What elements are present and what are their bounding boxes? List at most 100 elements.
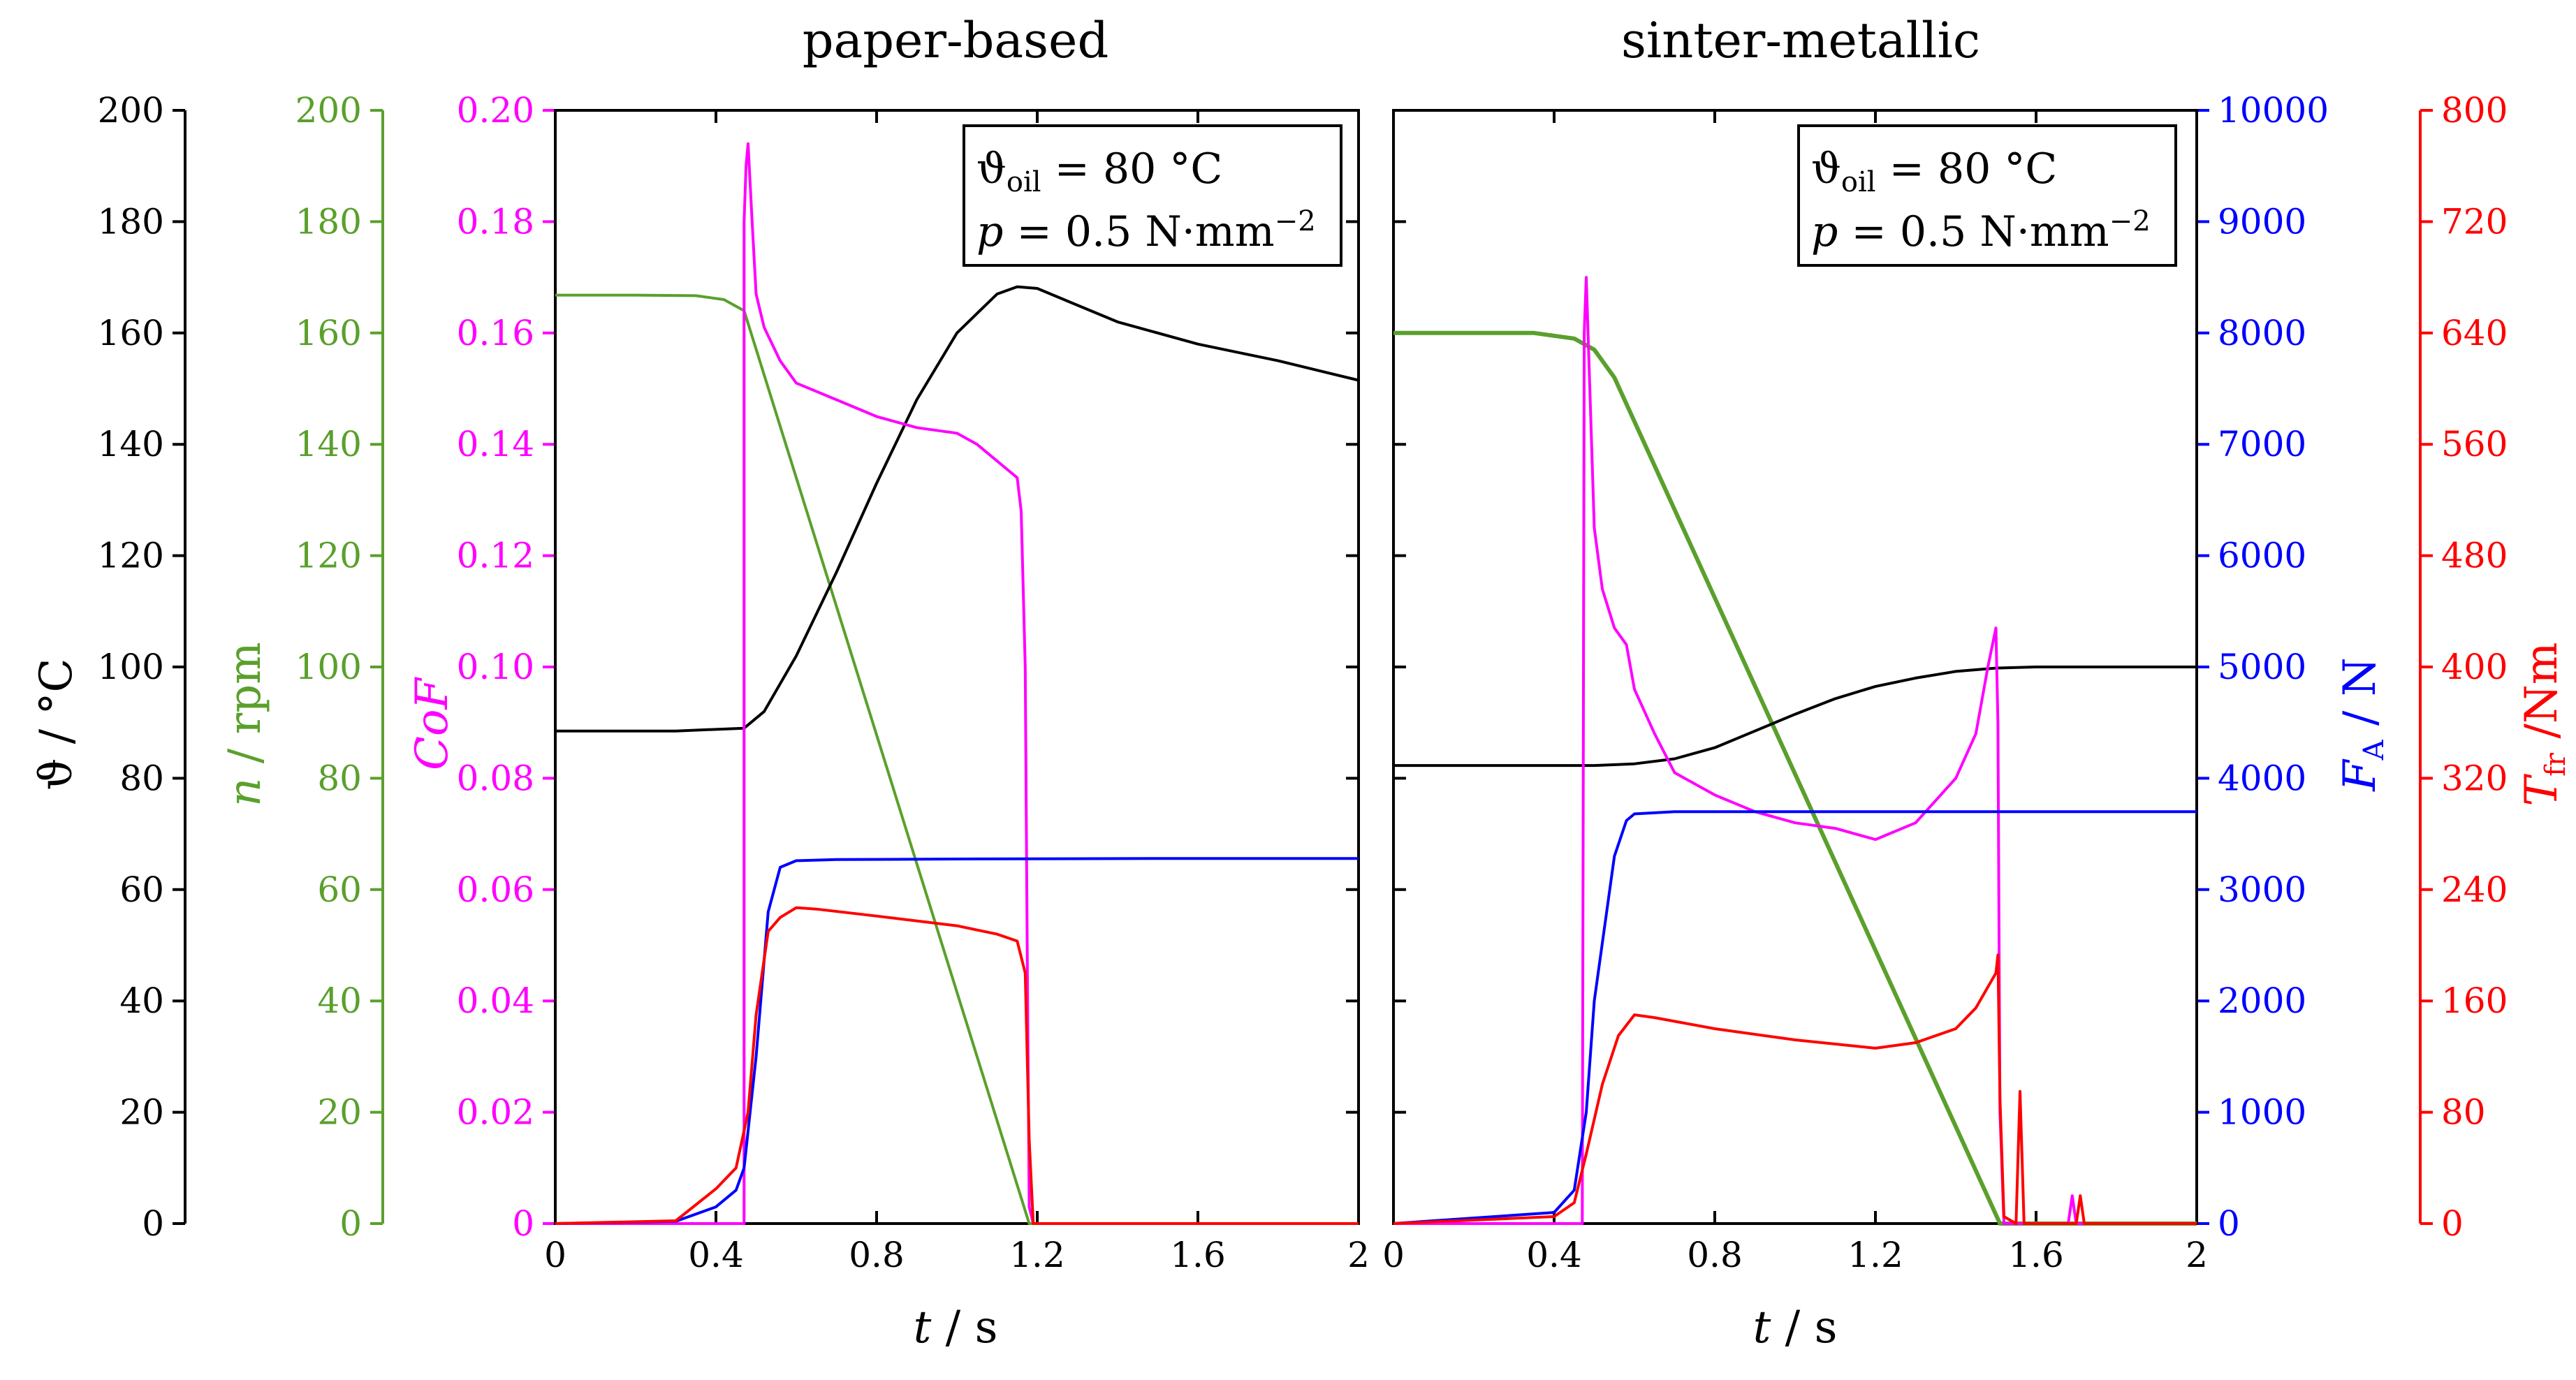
plot-frame (554, 109, 1360, 1225)
series-cof-line (1393, 276, 2197, 1225)
torque-axis-tick-label: 480 (2441, 536, 2508, 576)
torque-axis: 0 80 160 240 320 400 480 560 640 720 800 (2419, 90, 2508, 1244)
x-tick-label: 0.4 (688, 1235, 744, 1275)
cof-axis: 0 0.02 0.04 0.06 0.08 0.10 0.12 0.14 0.16 0.18 0.2… (457, 90, 557, 1244)
series-force-line (1393, 810, 2197, 1225)
temperature-axis-tick-label: 100 (98, 647, 164, 687)
force-axis: 0 1000 2000 3000 4000 5000 6000 7000 8000 9000 100… (2195, 90, 2329, 1244)
legend-box-sinter-metallic: ϑoil = 80 °C p = 0.5 N·mm−2 (1797, 124, 2177, 267)
temperature-axis-tick-label: 200 (98, 90, 164, 131)
force-axis-tick-label: 4000 (2218, 758, 2306, 798)
torque-axis-tick-label: 80 (2441, 1092, 2486, 1133)
series-torque-line (555, 906, 1359, 1225)
x-tick-label: 0.8 (1687, 1235, 1743, 1275)
cof-axis-tick-label: 0.20 (457, 90, 534, 131)
torque-axis-tick-label: 320 (2441, 758, 2508, 798)
torque-axis-tick-label: 240 (2441, 869, 2508, 910)
torque-axis-tick-label: 0 (2441, 1203, 2464, 1244)
temperature-axis-label: ϑ / °C (31, 659, 82, 791)
cof-axis-tick-label: 0.16 (457, 313, 534, 353)
temperature-axis-tick-label: 60 (119, 869, 164, 910)
force-axis-tick-label: 10000 (2218, 90, 2329, 131)
speed-axis-tick-label: 60 (317, 869, 362, 910)
force-axis-tick-label: 5000 (2218, 647, 2306, 687)
panel-paper-based: 0 0.4 0.8 1.2 1.6 2 (544, 109, 1370, 1275)
x-tick-label: 2 (1347, 1235, 1370, 1275)
speed-axis-tick-label: 140 (295, 424, 362, 464)
speed-axis-tick-label: 0 (339, 1203, 362, 1244)
x-tick-label: 0 (1382, 1235, 1405, 1275)
x-tick-label: 1.6 (2008, 1235, 2064, 1275)
svg-text:p = 0.5 N·mm−2: p = 0.5 N·mm−2 (1811, 205, 2151, 256)
temperature-axis-tick-label: 160 (98, 313, 164, 353)
cof-axis-tick-label: 0.18 (457, 201, 534, 242)
cof-axis-tick-label: 0.08 (457, 758, 534, 798)
series-cof-line (555, 142, 1359, 1225)
svg-text:ϑoil = 80 °C: ϑoil = 80 °C (976, 145, 1222, 198)
series-temperature-line (555, 285, 1359, 733)
force-axis-tick-label: 0 (2218, 1203, 2240, 1244)
temperature-axis-tick-label: 180 (98, 201, 164, 242)
x-tick-label: 2 (2186, 1235, 2208, 1275)
series-speed-line (1393, 330, 2197, 1226)
torque-axis-tick-label: 400 (2441, 647, 2508, 687)
torque-axis-tick-label: 560 (2441, 424, 2508, 464)
panel-title-sinter-metallic: sinter-metallic (1621, 12, 1980, 69)
time-axis-label-left: t / s (914, 1302, 998, 1353)
series-force-line (555, 857, 1359, 1225)
speed-axis-label: n / rpm (219, 642, 271, 807)
svg-text:ϑoil = 80 °C: ϑoil = 80 °C (1811, 145, 2057, 198)
temperature-axis-tick-label: 80 (119, 758, 164, 798)
force-axis-label: FA / N (2334, 657, 2390, 792)
force-axis-tick-label: 3000 (2218, 869, 2306, 910)
cof-axis-tick-label: 0.10 (457, 647, 534, 687)
temperature-axis-tick-label: 0 (142, 1203, 164, 1244)
speed-axis-tick-label: 120 (295, 536, 362, 576)
speed-axis-tick-label: 80 (317, 758, 362, 798)
cof-axis-tick-label: 0.14 (457, 424, 534, 464)
temperature-axis-tick-label: 40 (119, 981, 164, 1021)
series-temperature-line (1393, 666, 2197, 768)
x-tick-label: 0.8 (849, 1235, 905, 1275)
x-tick-label: 0.4 (1526, 1235, 1582, 1275)
speed-axis-tick-label: 20 (317, 1092, 362, 1133)
x-tick-label: 1.2 (1847, 1235, 1903, 1275)
panel-sinter-metallic: 0 0.4 0.8 1.2 1.6 2 (1382, 109, 2208, 1275)
torque-axis-tick-label: 800 (2441, 90, 2508, 131)
cof-axis-tick-label: 0 (512, 1203, 534, 1244)
speed-axis-tick-label: 100 (295, 647, 362, 687)
x-tick-label: 1.6 (1170, 1235, 1226, 1275)
panel-title-paper-based: paper-based (803, 12, 1109, 69)
x-tick-label: 1.2 (1009, 1235, 1065, 1275)
legend-box-paper-based: ϑoil = 80 °C p = 0.5 N·mm−2 (963, 124, 1342, 267)
cof-axis-tick-label: 0.02 (457, 1092, 534, 1133)
temperature-axis-tick-label: 20 (119, 1092, 164, 1133)
speed-axis-tick-label: 40 (317, 981, 362, 1021)
cof-axis-tick-label: 0.06 (457, 869, 534, 910)
force-axis-tick-label: 7000 (2218, 424, 2306, 464)
speed-axis-tick-label: 160 (295, 313, 362, 353)
force-axis-tick-label: 1000 (2218, 1092, 2306, 1133)
svg-text:p = 0.5 N·mm−2: p = 0.5 N·mm−2 (976, 205, 1316, 256)
temperature-axis-tick-label: 120 (98, 536, 164, 576)
force-axis-tick-label: 8000 (2218, 313, 2306, 353)
torque-axis-tick-label: 720 (2441, 201, 2508, 242)
temperature-axis: 0 20 40 60 80 100 120 140 160 180 200 (98, 90, 186, 1244)
force-axis-tick-label: 6000 (2218, 536, 2306, 576)
cof-axis-tick-label: 0.12 (457, 536, 534, 576)
torque-axis-label: Tfr /Nm (2516, 642, 2572, 806)
series-torque-line (1393, 953, 2197, 1225)
speed-axis-tick-label: 200 (295, 90, 362, 131)
speed-axis: 0 20 40 60 80 100 120 140 160 180 200 (295, 90, 384, 1244)
x-tick-label: 0 (544, 1235, 566, 1275)
torque-axis-tick-label: 160 (2441, 981, 2508, 1021)
force-axis-tick-label: 9000 (2218, 201, 2306, 242)
torque-axis-tick-label: 640 (2441, 313, 2508, 353)
speed-axis-tick-label: 180 (295, 201, 362, 242)
cof-axis-tick-label: 0.04 (457, 981, 534, 1021)
time-axis-label-right: t / s (1753, 1302, 1838, 1353)
temperature-axis-tick-label: 140 (98, 424, 164, 464)
cof-axis-label: CoF (407, 676, 458, 770)
force-axis-tick-label: 2000 (2218, 981, 2306, 1021)
